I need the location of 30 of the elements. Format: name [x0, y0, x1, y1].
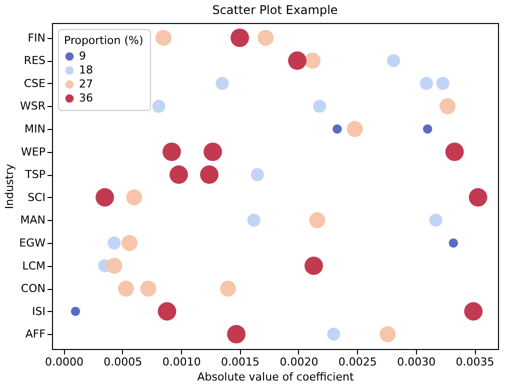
- legend-label: 27: [79, 78, 93, 90]
- x-axis-title: Absolute value of coefficient: [197, 370, 354, 384]
- y-tick-label: TSP: [24, 168, 46, 182]
- y-tick-label: CSE: [24, 76, 46, 90]
- x-tick-label: 0.0015: [221, 356, 260, 368]
- x-tick-label: 0.0025: [338, 356, 377, 368]
- legend-label: 9: [79, 50, 86, 62]
- y-tick-label: FIN: [28, 31, 46, 44]
- legend-title: Proportion (%): [64, 34, 144, 47]
- legend-label: 36: [79, 92, 93, 104]
- y-tick-label: MIN: [24, 122, 46, 136]
- y-tick-label: EGW: [19, 236, 46, 250]
- y-tick-label: WEP: [21, 145, 46, 158]
- y-tick-label: SCI: [28, 190, 46, 204]
- y-tick-label: MAN: [20, 214, 46, 227]
- y-tick-label: RES: [24, 54, 46, 68]
- x-tick-label: 0.0020: [280, 356, 318, 368]
- x-tick-label: 0.0005: [104, 356, 142, 368]
- x-tick-label: 0.0010: [162, 356, 201, 368]
- y-tick-label: WSR: [20, 100, 46, 113]
- y-axis-title: Industry: [3, 163, 16, 210]
- y-tick-label: LCM: [22, 259, 46, 272]
- x-tick-label: 0.0000: [44, 356, 84, 368]
- y-tick-label: ISI: [32, 304, 46, 318]
- y-tick-label: AFF: [25, 328, 46, 341]
- legend-label: 18: [79, 64, 93, 76]
- y-tick-label: CON: [20, 282, 46, 296]
- x-tick-label: 0.0035: [456, 356, 494, 368]
- chart-title: Scatter Plot Example: [212, 3, 338, 17]
- x-tick-label: 0.0030: [397, 356, 436, 368]
